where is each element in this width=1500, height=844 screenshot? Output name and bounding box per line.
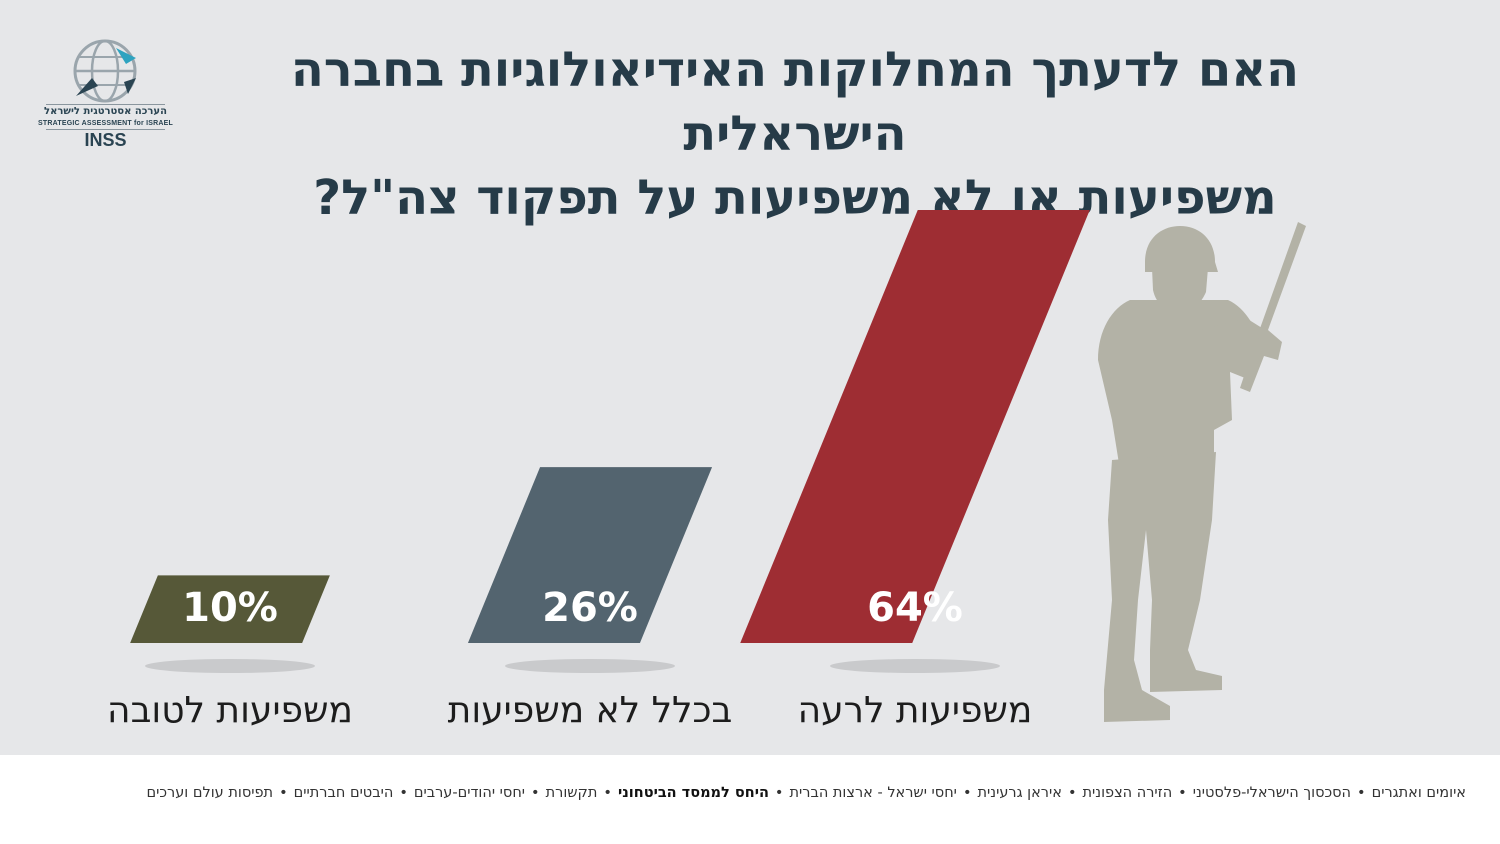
bar-shadow bbox=[505, 659, 675, 673]
category-label: משפיעות לרעה bbox=[798, 690, 1033, 731]
bar-value-label: 64% bbox=[867, 585, 963, 631]
topics-nav: איומים ואתגרים • הסכסוך הישראלי-פלסטיני • הז… bbox=[147, 785, 1466, 801]
category-label: משפיעות לטובה bbox=[107, 690, 353, 731]
topic-item[interactable]: היבטים חברתיים bbox=[293, 785, 394, 801]
topics-footer: איומים ואתגרים • הסכסוך הישראלי-פלסטיני • הז… bbox=[0, 755, 1500, 844]
topic-separator: • bbox=[1357, 785, 1366, 801]
topic-item[interactable]: היחס לממסד הביטחוני bbox=[617, 785, 769, 801]
infographic-stage: האם לדעתך המחלוקות האידיאולוגיות בחברה ה… bbox=[0, 0, 1500, 755]
logo-english-text: STRATEGIC ASSESSMENT for ISRAEL bbox=[38, 120, 173, 127]
bar-shadow bbox=[145, 659, 315, 673]
logo-brand-text: INSS bbox=[84, 130, 127, 150]
logo-hebrew-text: הערכה אסטרטגית לישראל bbox=[44, 106, 167, 117]
topic-separator: • bbox=[962, 785, 972, 801]
logo-divider-top bbox=[46, 104, 165, 105]
soldier-silhouette-icon bbox=[1098, 222, 1306, 722]
topic-separator: • bbox=[399, 785, 408, 801]
bar-1 bbox=[130, 575, 330, 643]
topic-item[interactable]: תפיסות עולם וערכים bbox=[146, 785, 274, 801]
topic-separator: • bbox=[1067, 785, 1077, 801]
bar-value-label: 26% bbox=[542, 585, 638, 631]
topic-separator: • bbox=[603, 785, 612, 801]
chart-title-line-1: האם לדעתך המחלוקות האידיאולוגיות בחברה ה… bbox=[290, 42, 1300, 162]
topic-item[interactable]: תקשורת bbox=[545, 785, 598, 801]
inss-logo: הערכה אסטרטגית לישראל STRATEGIC ASSESSME… bbox=[38, 38, 173, 153]
globe-icon bbox=[73, 39, 137, 103]
topic-item[interactable]: הזירה הצפונית bbox=[1082, 785, 1173, 801]
topic-item[interactable]: יחסי יהודים-ערבים bbox=[413, 785, 526, 801]
chart-title-line-2: משפיעות או לא משפיעות על תפקוד צה"ל? bbox=[313, 170, 1277, 226]
bar-value-label: 10% bbox=[182, 585, 278, 631]
logo-divider-bottom bbox=[46, 129, 165, 130]
topic-item[interactable]: איראן גרעינית bbox=[977, 785, 1062, 801]
bar-chart: 10% משפיעות לטובה 26% בכלל לא משפיעות 64% משפ… bbox=[107, 210, 1090, 731]
chart-title: האם לדעתך המחלוקות האידיאולוגיות בחברה ה… bbox=[180, 38, 1410, 230]
bar-2 bbox=[467, 467, 713, 643]
topic-separator: • bbox=[531, 785, 540, 801]
bar-3 bbox=[740, 210, 1090, 643]
topic-item[interactable]: איומים ואתגרים bbox=[1371, 785, 1466, 801]
category-label: בכלל לא משפיעות bbox=[448, 690, 733, 731]
topic-item[interactable]: יחסי ישראל - ארצות הברית bbox=[789, 785, 957, 801]
topic-separator: • bbox=[1178, 785, 1187, 801]
topic-separator: • bbox=[774, 785, 784, 801]
topic-separator: • bbox=[279, 785, 288, 801]
topic-item[interactable]: הסכסוך הישראלי-פלסטיני bbox=[1192, 785, 1352, 801]
bar-shadow bbox=[830, 659, 1000, 673]
